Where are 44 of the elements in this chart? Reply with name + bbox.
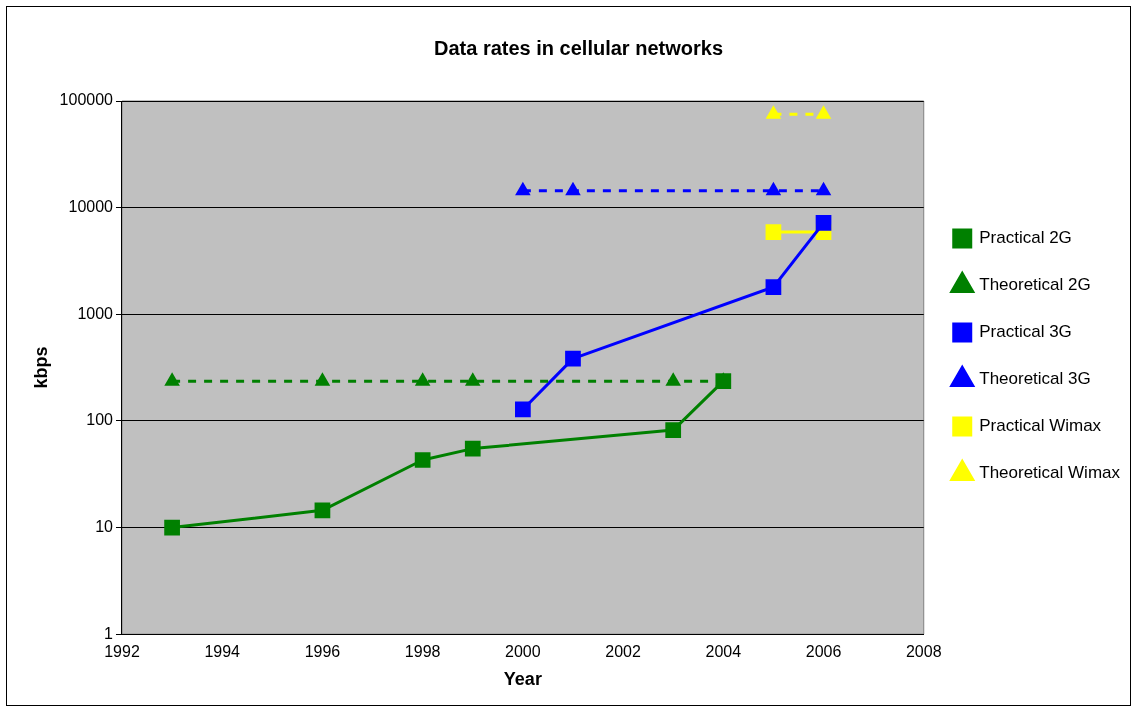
point [466, 373, 480, 386]
point [314, 502, 331, 519]
x-tick-label: 1998 [404, 643, 441, 661]
y-tick-label: 100 [86, 411, 114, 429]
legend-label: Theoretical 3G [979, 369, 1091, 389]
point [414, 452, 431, 468]
legend-label: Practical 3G [979, 322, 1072, 342]
point [315, 373, 330, 386]
point [666, 373, 680, 386]
x-axis-title: Year [503, 669, 542, 690]
legend-label: Theoretical Wimax [979, 463, 1121, 483]
point [165, 373, 179, 386]
point [415, 373, 430, 386]
x-tick-label: 2006 [805, 643, 842, 661]
x-tick-label: 2002 [605, 643, 641, 661]
legend-label: Practical 2G [979, 228, 1072, 248]
x-tick-label: 1992 [104, 643, 140, 661]
y-tick-label: 10000 [68, 198, 114, 216]
x-tick-label: 2008 [905, 643, 942, 661]
point [816, 183, 831, 196]
point [566, 183, 580, 196]
y-axis-title: kbps [30, 346, 51, 389]
legend-label: Practical Wimax [979, 416, 1102, 436]
y-tick-label: 100000 [59, 91, 114, 109]
x-tick-label: 1996 [304, 643, 341, 661]
y-tick-label: 1 [104, 624, 114, 642]
point [565, 350, 581, 367]
point [765, 224, 782, 240]
point [516, 183, 530, 196]
point [715, 373, 732, 390]
y-tick-label: 10 [95, 517, 114, 535]
point [515, 401, 531, 418]
x-tick-label: 2000 [505, 643, 541, 661]
point [766, 183, 781, 196]
legend-label: Theoretical 2G [979, 275, 1091, 295]
x-tick-label: 2004 [705, 643, 742, 661]
y-tick-label: 1000 [77, 304, 114, 322]
chart-title: Data rates in cellular networks [433, 36, 724, 59]
x-tick-label: 1994 [204, 643, 241, 661]
point [765, 279, 782, 295]
point [815, 214, 832, 231]
point [464, 440, 481, 457]
point [665, 422, 682, 438]
point [164, 519, 180, 536]
